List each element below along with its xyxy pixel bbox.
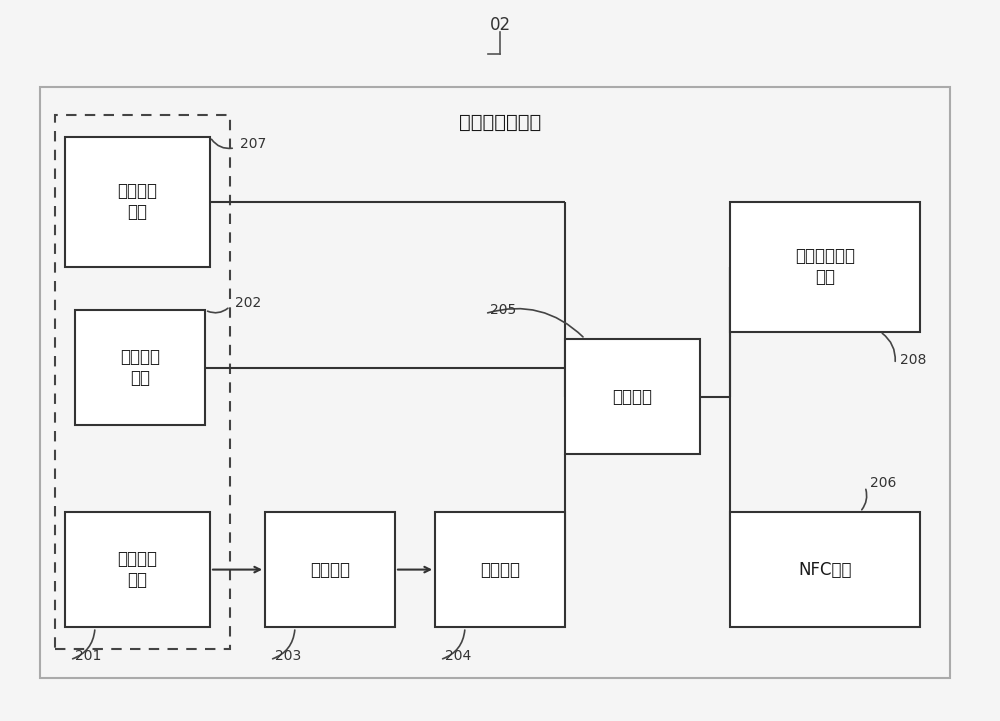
FancyBboxPatch shape <box>265 512 395 627</box>
FancyBboxPatch shape <box>565 339 700 454</box>
Text: 202: 202 <box>235 296 261 310</box>
Text: 接收模块: 接收模块 <box>310 561 350 578</box>
Text: 206: 206 <box>870 476 896 490</box>
FancyBboxPatch shape <box>65 512 210 627</box>
FancyBboxPatch shape <box>40 87 950 678</box>
Text: 第三天线
模块: 第三天线 模块 <box>118 182 158 221</box>
FancyBboxPatch shape <box>435 512 565 627</box>
Text: 205: 205 <box>490 303 516 317</box>
Text: NFC模块: NFC模块 <box>798 561 852 578</box>
FancyBboxPatch shape <box>730 202 920 332</box>
Text: 02: 02 <box>489 17 511 34</box>
Text: 207: 207 <box>240 137 266 151</box>
FancyBboxPatch shape <box>730 512 920 627</box>
Text: 选择天线的终端: 选择天线的终端 <box>459 113 541 132</box>
FancyBboxPatch shape <box>65 137 210 267</box>
Text: 203: 203 <box>275 649 301 663</box>
Text: 选择模块: 选择模块 <box>612 388 652 405</box>
Text: 第二天线
模块: 第二天线 模块 <box>120 348 160 387</box>
Text: 确定模块: 确定模块 <box>480 561 520 578</box>
Text: 204: 204 <box>445 649 471 663</box>
Text: 201: 201 <box>75 649 101 663</box>
Text: 第一天线
模块: 第一天线 模块 <box>118 550 158 589</box>
Text: 208: 208 <box>900 353 926 368</box>
FancyBboxPatch shape <box>75 310 205 425</box>
Text: 无线充电电路
模块: 无线充电电路 模块 <box>795 247 855 286</box>
